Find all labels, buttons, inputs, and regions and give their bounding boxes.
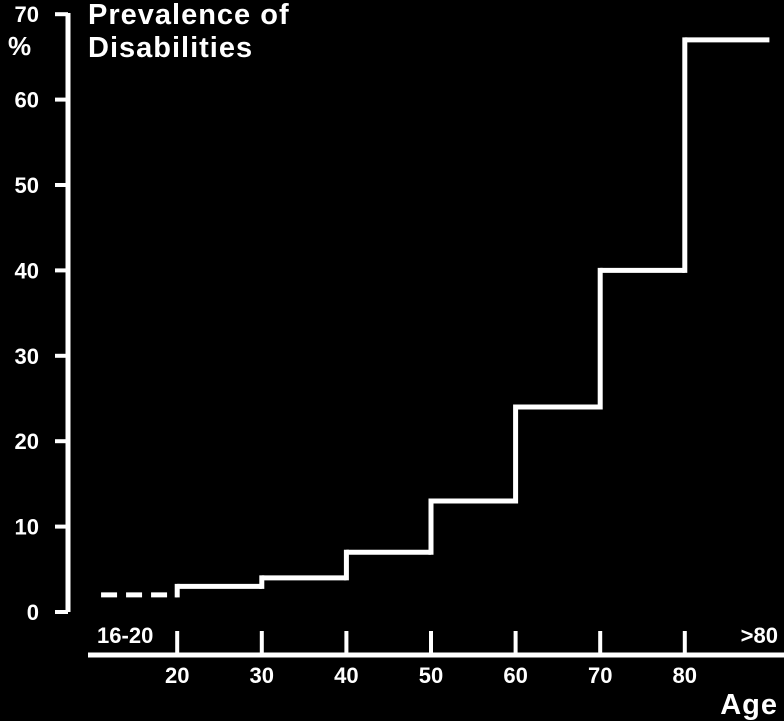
x-tick-label-50: 50 [419,663,443,688]
y-tick-label-70: 70 [15,2,39,27]
x-tick-label-80: 80 [673,663,697,688]
bracket-label-0: 16-20 [97,623,153,648]
y-axis-label: % [8,31,31,61]
x-axis-label: Age [720,689,778,721]
chart-subtitle: Disabilities [88,32,253,64]
y-tick-label-0: 0 [27,600,39,625]
chart-title: Prevalence of [88,0,290,31]
x-tick-label-70: 70 [588,663,612,688]
bracket-label-1: >80 [741,623,778,648]
y-tick-label-30: 30 [15,344,39,369]
x-tick-label-20: 20 [165,663,189,688]
x-tick-label-40: 40 [334,663,358,688]
y-tick-label-20: 20 [15,429,39,454]
y-tick-label-40: 40 [15,258,39,283]
x-tick-label-30: 30 [250,663,274,688]
y-tick-label-50: 50 [15,173,39,198]
y-tick-label-10: 10 [15,515,39,540]
y-tick-label-60: 60 [15,88,39,113]
x-tick-label-60: 60 [503,663,527,688]
